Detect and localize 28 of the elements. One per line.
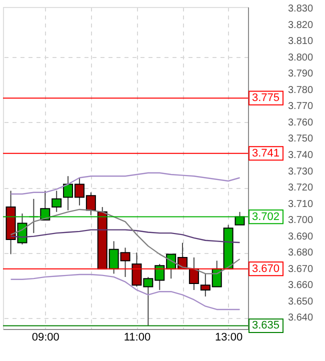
y-tick-label: 3.730 (288, 166, 314, 178)
y-tick-label: 3.770 (288, 101, 314, 112)
y-tick-label: 3.750 (288, 134, 314, 145)
y-tick-label: 3.720 (288, 182, 314, 194)
ref-line-label: 3.670 (252, 262, 280, 275)
x-tick-label: 11:00 (124, 332, 151, 344)
y-tick-label: 3.640 (288, 312, 314, 324)
y-tick-label: 3.670 (288, 264, 314, 275)
y-tick-label: 3.830 (288, 4, 314, 15)
y-tick-label: 3.740 (288, 150, 314, 161)
ref-line-label: 3.635 (252, 320, 280, 332)
y-tick-label: 3.790 (288, 68, 314, 80)
y-tick-label: 3.760 (288, 117, 314, 128)
y-tick-label: 3.820 (288, 20, 314, 31)
y-tick-label: 3.710 (288, 198, 314, 210)
ref-line-label: 3.741 (252, 147, 280, 160)
y-tick-label: 3.780 (288, 84, 314, 96)
y-tick-label: 3.700 (288, 215, 314, 226)
y-tick-label: 3.810 (288, 36, 314, 48)
x-tick-label: 13:00 (215, 332, 243, 344)
ref-line-label: 3.775 (252, 92, 280, 104)
y-tick-label: 3.660 (288, 280, 314, 292)
y-tick-label: 3.690 (288, 231, 314, 242)
x-tick-label: 09:00 (32, 332, 60, 344)
y-tick-label: 3.680 (288, 248, 314, 259)
y-tick-label: 3.650 (288, 296, 314, 308)
ref-line-label: 3.702 (252, 210, 280, 223)
y-tick-label: 3.800 (288, 52, 314, 64)
